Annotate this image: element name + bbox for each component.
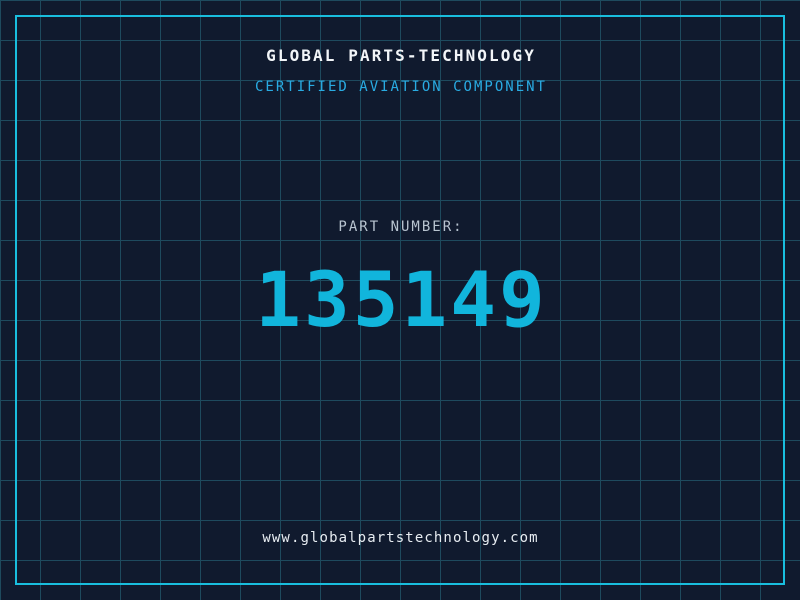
part-number-label: PART NUMBER:	[338, 219, 464, 235]
website-footer: www.globalpartstechnology.com	[262, 530, 539, 546]
company-name-title: GLOBAL PARTS-TECHNOLOGY	[266, 46, 536, 65]
part-number-value: 135149	[255, 255, 548, 344]
certification-subtitle: CERTIFIED AVIATION COMPONENT	[254, 79, 547, 95]
